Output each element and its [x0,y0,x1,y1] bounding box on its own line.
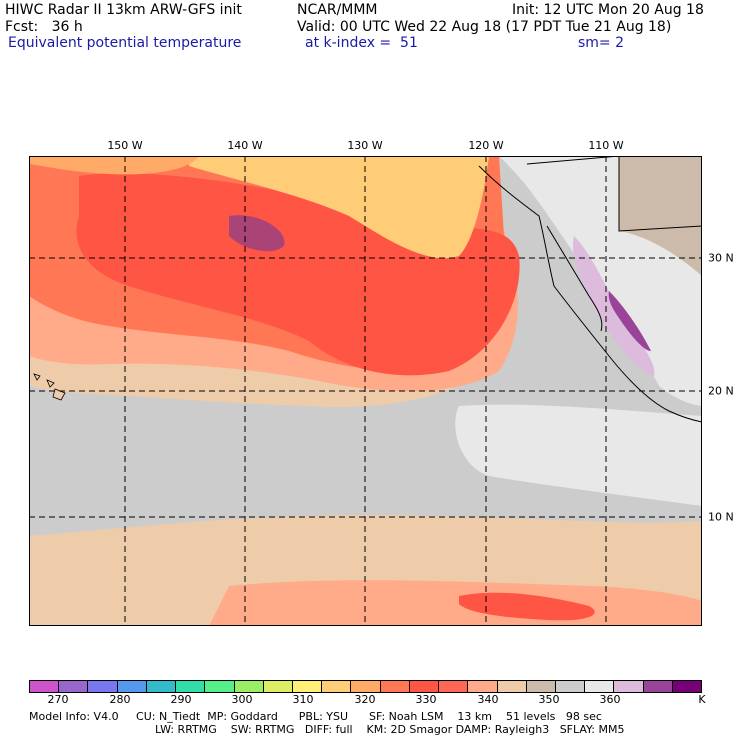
theta-e-map [29,156,702,626]
colorbar-swatch-17 [526,681,556,692]
k-index-label: at k-index = 51 [305,35,418,51]
land-us-southwest [619,156,702,276]
colorbar [29,680,702,693]
colorbar-tick-280: 280 [109,693,131,706]
colorbar-swatch-16 [497,681,527,692]
colorbar-swatch-9 [292,681,323,692]
footer-model-info: Model Info: V4.0 CU: N_Tiedt MP: Goddard… [29,710,602,723]
institution-label: NCAR/MMM [297,2,378,18]
colorbar-tick-270: 270 [47,693,69,706]
colorbar-swatch-7 [234,681,264,692]
forecast-hour: Fcst: 36 h [5,19,83,35]
footer-physics-info: LW: RRTMG SW: RRTMG DIFF: full KM: 2D Sm… [155,723,625,736]
hawaii-islands [33,373,66,401]
lat-label-10n: 10 N [708,510,734,524]
theta-e-band-360k-pocket [229,215,285,252]
field-name: Equivalent potential temperature [8,35,242,51]
colorbar-swatch-18 [555,681,586,692]
colorbar-tick-310: 310 [292,693,314,706]
valid-time: Valid: 00 UTC Wed 22 Aug 18 (17 PDT Tue … [297,19,672,35]
colorbar-swatch-22 [672,681,702,692]
colorbar-tick-290: 290 [170,693,192,706]
theta-e-band-325k [29,156,199,175]
smoothing-label: sm= 2 [578,35,625,51]
colorbar-tick-320: 320 [354,693,376,706]
model-title: HIWC Radar II 13km ARW-GFS init [5,2,242,18]
colorbar-swatch-13 [409,681,440,692]
theta-e-band-370k [608,291,651,352]
baja-coast [546,225,603,332]
colorbar-swatch-14 [439,681,469,692]
colorbar-unit: K [698,693,706,706]
colorbar-swatch-11 [351,681,381,692]
lon-label-130w: 130 W [347,139,383,152]
colorbar-swatch-10 [322,681,352,692]
init-time: Init: 12 UTC Mon 20 Aug 18 [512,2,704,18]
theta-e-band-320k [189,156,489,259]
colorbar-swatch-1 [59,681,89,692]
lat-label-30n: 30 N [708,251,734,265]
colorbar-swatch-20 [614,681,644,692]
theta-e-band-355k [455,404,702,506]
colorbar-tick-360: 360 [599,693,621,706]
lat-label-20n: 20 N [708,384,734,398]
colorbar-swatch-12 [380,681,410,692]
colorbar-swatch-8 [263,681,293,692]
coastline [478,165,702,423]
lon-label-110w: 110 W [588,139,624,152]
border-line [526,156,702,232]
lon-label-140w: 140 W [227,139,263,152]
graticule [29,156,702,626]
lon-label-120w: 120 W [468,139,504,152]
theta-e-band-330k-south [459,592,595,621]
colorbar-swatch-21 [643,681,673,692]
colorbar-swatch-3 [117,681,147,692]
colorbar-swatch-2 [88,681,118,692]
colorbar-tick-340: 340 [477,693,499,706]
colorbar-swatch-19 [585,681,615,692]
colorbar-tick-330: 330 [415,693,437,706]
colorbar-swatch-15 [468,681,498,692]
colorbar-tick-350: 350 [538,693,560,706]
colorbar-swatch-0 [30,681,60,692]
lon-label-150w: 150 W [107,139,143,152]
colorbar-swatch-5 [176,681,206,692]
colorbar-swatch-4 [146,681,177,692]
colorbar-tick-300: 300 [231,693,253,706]
colorbar-swatch-6 [205,681,235,692]
